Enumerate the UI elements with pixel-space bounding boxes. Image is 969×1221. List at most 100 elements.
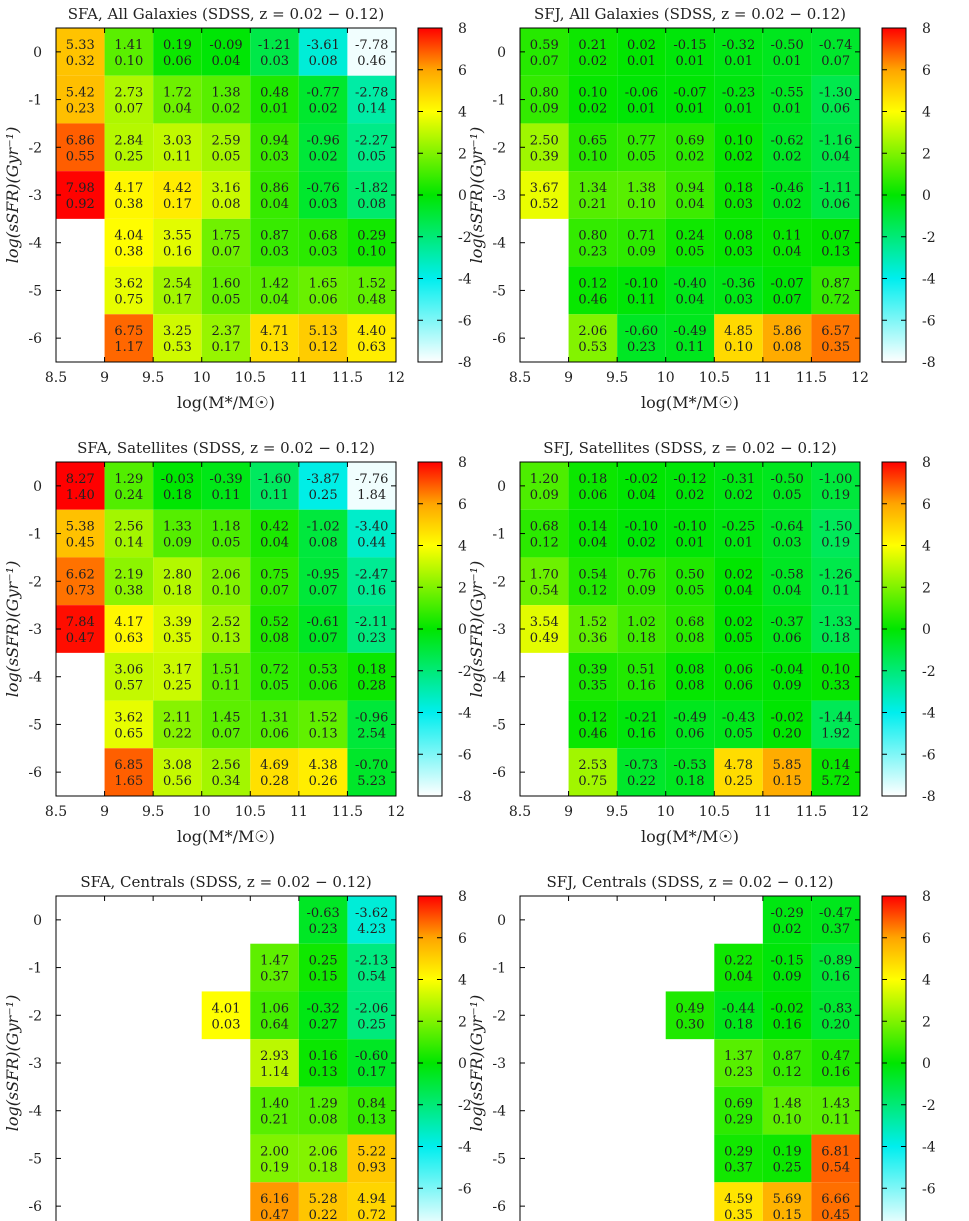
cell-value: 0.80 <box>578 229 607 244</box>
colorbar-tick-label: 0 <box>922 622 931 638</box>
cell-value: 2.84 <box>114 133 143 148</box>
cell-error: 1.84 <box>357 488 386 503</box>
cell-error: 0.06 <box>773 631 802 646</box>
cell-value: 1.52 <box>309 710 338 725</box>
x-tick-label: 10.5 <box>235 370 266 386</box>
heatmap-cell <box>56 557 105 606</box>
cell-error: 0.19 <box>821 536 850 551</box>
heatmap-cell <box>665 700 715 749</box>
heatmap-cell <box>298 28 348 76</box>
cell-value: 0.47 <box>821 1049 850 1064</box>
heatmap-cell <box>762 896 812 944</box>
heatmap-cell <box>298 75 348 124</box>
cell-error: 0.16 <box>773 1017 802 1032</box>
cell-value: 4.94 <box>357 1192 386 1207</box>
x-tick-label: 9 <box>564 804 573 820</box>
cell-value: 0.29 <box>357 229 386 244</box>
x-tick-label: 11 <box>290 370 308 386</box>
heatmap-cell <box>665 266 715 315</box>
x-tick-label: 12 <box>387 370 405 386</box>
heatmap-cell <box>250 1134 299 1183</box>
cell-value: 5.28 <box>309 1192 338 1207</box>
heatmap-cell <box>714 700 763 749</box>
cell-error: 0.09 <box>773 679 802 694</box>
cell-error: 0.01 <box>627 54 656 69</box>
heatmap-cell <box>617 748 666 796</box>
cell-value: 8.27 <box>66 472 95 487</box>
cell-error: 0.03 <box>309 245 338 260</box>
cell-value: -0.83 <box>819 1001 852 1016</box>
cell-value: -7.78 <box>355 38 388 53</box>
cell-value: -0.49 <box>673 710 706 725</box>
heatmap-cell <box>201 123 251 172</box>
cell-error: 0.54 <box>530 583 559 598</box>
colorbar-tick-label: 6 <box>922 63 931 79</box>
cell-value: 3.08 <box>163 758 192 773</box>
y-tick-label: -5 <box>28 717 42 733</box>
panel-title: SFA, Satellites (SDSS, z = 0.02 − 0.12) <box>77 439 375 457</box>
cell-error: 0.02 <box>309 102 338 117</box>
cell-error: 0.18 <box>627 631 656 646</box>
cell-error: 0.16 <box>821 970 850 985</box>
cell-error: 0.23 <box>309 922 338 937</box>
cell-error: 0.11 <box>821 1113 850 1128</box>
heatmap-cell <box>153 218 202 267</box>
x-tick-label: 11.5 <box>796 804 827 820</box>
heatmap-cell <box>568 266 618 315</box>
heatmap-cell <box>298 1134 348 1183</box>
heatmap-cell <box>201 218 251 267</box>
cell-value: -0.04 <box>770 663 803 678</box>
cell-error: 0.06 <box>163 54 192 69</box>
cell-error: 1.17 <box>114 340 143 355</box>
panel-3: SFA, Satellites (SDSS, z = 0.02 − 0.12) 8… <box>3 439 472 846</box>
cell-value: -0.10 <box>625 520 658 535</box>
cell-value: 4.17 <box>114 181 143 196</box>
cell-value: 1.75 <box>212 229 241 244</box>
cell-error: 0.05 <box>724 631 753 646</box>
heatmap-cell <box>298 218 348 267</box>
colorbar-tick-label: -4 <box>458 706 472 722</box>
cell-error: 0.02 <box>578 102 607 117</box>
cell-error: 0.19 <box>821 488 850 503</box>
heatmap-cell <box>298 748 348 796</box>
colorbar-tick-label: -2 <box>458 664 472 680</box>
cell-error: 0.04 <box>212 54 241 69</box>
cell-value: -0.02 <box>770 1001 803 1016</box>
cell-value: -1.00 <box>819 472 852 487</box>
cell-error: 0.04 <box>773 245 802 260</box>
heatmap-cell <box>347 28 396 76</box>
cell-error: 0.30 <box>676 1017 705 1032</box>
heatmap-cell <box>714 557 763 606</box>
heatmap-cell <box>201 509 251 558</box>
cell-value: -2.78 <box>355 86 388 101</box>
cell-value: 1.47 <box>260 954 289 969</box>
cell-error: 0.49 <box>530 631 559 646</box>
heatmap-cell <box>56 123 105 172</box>
heatmap-cell <box>104 748 154 796</box>
cell-error: 0.22 <box>309 1208 338 1221</box>
cell-value: -1.02 <box>306 520 339 535</box>
heatmap-cell <box>568 28 618 76</box>
cell-error: 0.75 <box>114 292 143 307</box>
colorbar-tick-label: -6 <box>922 313 936 329</box>
heatmap-cell <box>250 1182 299 1221</box>
colorbar-tick-label: 8 <box>458 21 467 37</box>
y-tick-label: -4 <box>492 236 506 252</box>
cell-error: 0.22 <box>627 774 656 789</box>
heatmap-cell <box>298 605 348 653</box>
heatmap-cell <box>201 557 251 606</box>
cell-error: 0.04 <box>260 292 289 307</box>
cell-value: 3.55 <box>163 229 192 244</box>
cell-error: 0.11 <box>627 292 656 307</box>
heatmap-cell <box>153 171 202 219</box>
cell-error: 0.10 <box>773 1113 802 1128</box>
colorbar-tick-label: 4 <box>922 105 931 121</box>
heatmap-cell <box>250 171 299 219</box>
heatmap-cell <box>714 943 763 992</box>
cell-value: -1.30 <box>819 86 852 101</box>
colorbar <box>417 895 443 1221</box>
heatmap-cell <box>153 652 202 701</box>
cell-error: 0.07 <box>212 245 241 260</box>
cell-error: 0.12 <box>309 340 338 355</box>
cell-error: 0.32 <box>66 54 95 69</box>
